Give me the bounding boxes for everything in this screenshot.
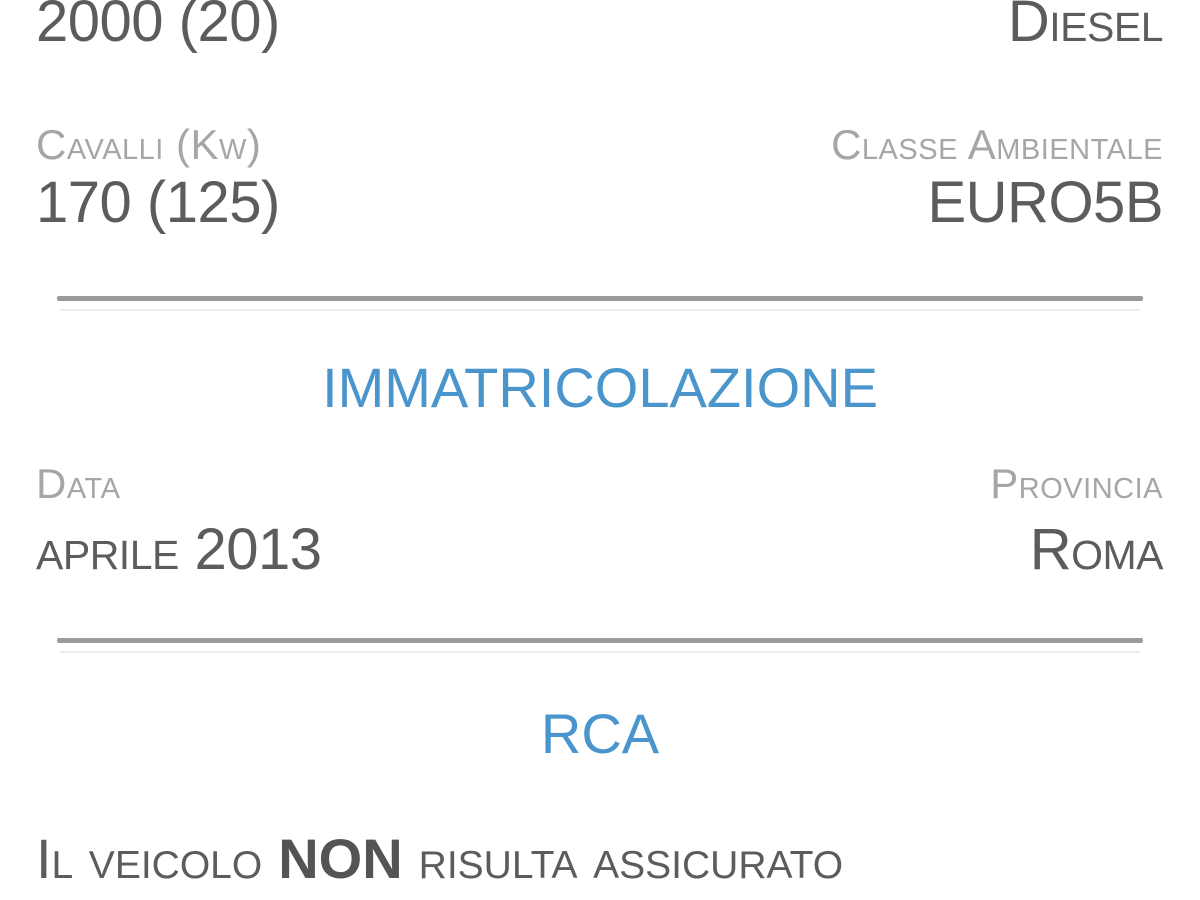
- section-divider: [57, 296, 1143, 301]
- registration-label-row: Data Provincia: [36, 463, 1163, 505]
- power-envclass-label-row: Cavalli (Kw) Classe Ambientale: [36, 124, 1163, 166]
- section-divider-shadow: [60, 651, 1140, 653]
- registration-province-label: Provincia: [990, 460, 1163, 507]
- registration-section-title: IMMATRICOLAZIONE: [322, 356, 878, 419]
- section-divider: [57, 638, 1143, 643]
- insurance-status-prefix: Il veicolo: [36, 827, 263, 890]
- insurance-status-emphasis: NON: [278, 827, 403, 890]
- registration-province-value: Roma: [1029, 517, 1164, 582]
- power-envclass-value-row: 170 (125) EURO5B: [36, 174, 1163, 232]
- registration-date-label: Data: [36, 460, 121, 507]
- displacement-value: 2000 (20): [36, 0, 280, 54]
- engine-row: 2000 (20) Diesel: [36, 0, 1164, 54]
- power-label: Cavalli (Kw): [36, 121, 262, 168]
- fuel-type-value: Diesel: [1007, 0, 1164, 54]
- env-class-label: Classe Ambientale: [831, 121, 1163, 168]
- rca-section-title: RCA: [540, 702, 660, 765]
- insurance-status-suffix: risulta assicurato: [418, 827, 844, 890]
- registration-value-row: aprile 2013 Roma: [36, 517, 1164, 582]
- insurance-status-line: Il veicolo NON risulta assicurato: [36, 831, 843, 887]
- env-class-value: EURO5B: [927, 170, 1163, 235]
- registration-date-value: aprile 2013: [36, 517, 322, 582]
- power-value: 170 (125): [36, 170, 280, 235]
- section-divider-shadow: [60, 309, 1140, 311]
